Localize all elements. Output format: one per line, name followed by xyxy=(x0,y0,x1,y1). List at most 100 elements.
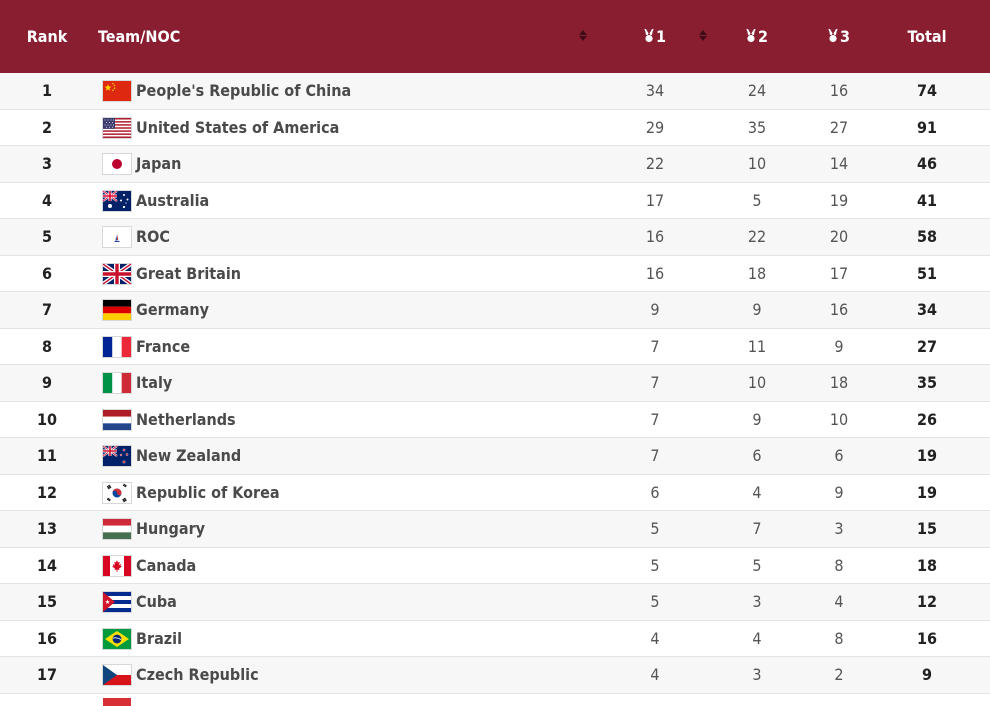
table-row[interactable]: 10 Netherlands 7 9 10 26 xyxy=(0,401,990,438)
netherlands-flag-icon xyxy=(103,410,131,430)
header-rank[interactable]: Rank xyxy=(26,27,68,46)
bronze-medal-icon xyxy=(828,29,838,43)
team-name[interactable]: Hungary xyxy=(136,519,206,538)
silver-count: 9 xyxy=(752,300,762,319)
total-count: 46 xyxy=(916,154,938,173)
italy-flag-icon xyxy=(103,373,131,393)
table-row[interactable]: 16 Brazil 4 4 8 16 xyxy=(0,620,990,657)
table-row[interactable]: 1 People's Republic of China 34 24 16 74 xyxy=(0,73,990,110)
team-name[interactable]: Japan xyxy=(136,154,182,173)
gold-count: 5 xyxy=(650,592,660,611)
table-row[interactable]: 4 Australia 17 5 19 41 xyxy=(0,182,990,219)
silver-count: 6 xyxy=(752,446,762,465)
silver-count: 18 xyxy=(747,263,767,283)
gold-count: 4 xyxy=(650,628,660,648)
cuba-flag-icon xyxy=(103,592,131,612)
gold-count: 22 xyxy=(645,154,665,173)
table-row[interactable]: 7 Germany 9 9 16 34 xyxy=(0,292,990,329)
table-row[interactable]: 6 Great Britain 16 18 17 51 xyxy=(0,255,990,292)
rank-cell: 10 xyxy=(36,409,58,429)
team-name[interactable]: Australia xyxy=(136,190,210,210)
header-gold[interactable]: 1 xyxy=(610,0,700,73)
team-name[interactable]: ROC xyxy=(136,227,170,246)
total-count: 9 xyxy=(921,665,932,684)
silver-medal-icon xyxy=(746,29,756,43)
bronze-count: 14 xyxy=(829,154,849,173)
team-name[interactable]: Canada xyxy=(136,555,197,575)
silver-count: 22 xyxy=(747,227,767,246)
header-total[interactable]: Total xyxy=(907,27,947,46)
rank-cell: 1 xyxy=(41,81,52,100)
team-name[interactable]: Czech Republic xyxy=(136,665,259,684)
rank-cell: 14 xyxy=(36,555,58,575)
germany-flag-icon xyxy=(103,300,131,320)
table-row[interactable]: 5 ROC 16 22 20 58 xyxy=(0,219,990,256)
table-row[interactable]: 11 New Zealand 7 6 6 19 xyxy=(0,438,990,475)
sort-icon[interactable] xyxy=(578,29,588,43)
team-name[interactable]: Germany xyxy=(136,300,210,319)
bronze-count: 2 xyxy=(834,665,844,684)
table-row[interactable]: 3 Japan 22 10 14 46 xyxy=(0,146,990,183)
total-count: 16 xyxy=(916,628,938,648)
sort-icon[interactable] xyxy=(698,29,708,43)
table-row[interactable]: 8 France 7 11 9 27 xyxy=(0,328,990,365)
great-britain-flag-icon xyxy=(103,264,131,284)
team-name[interactable]: Republic of Korea xyxy=(136,482,280,502)
team-name[interactable]: United States of America xyxy=(136,117,340,137)
bronze-count: 19 xyxy=(829,190,849,210)
team-name[interactable]: New Zealand xyxy=(136,446,242,465)
silver-count: 3 xyxy=(752,592,762,611)
table-row[interactable]: 12 Republic of Korea 6 4 9 19 xyxy=(0,474,990,511)
gold-count: 34 xyxy=(645,81,665,100)
gold-count: 29 xyxy=(645,117,665,137)
table-row[interactable]: 9 Italy 7 10 18 35 xyxy=(0,365,990,402)
rank-cell: 12 xyxy=(36,482,58,502)
japan-flag-icon xyxy=(103,154,131,174)
roc-flag-icon xyxy=(103,227,131,247)
table-row[interactable]: 2 United States of America 29 35 27 91 xyxy=(0,109,990,146)
team-name[interactable]: Brazil xyxy=(136,628,183,648)
gold-count: 6 xyxy=(650,482,660,502)
usa-flag-icon xyxy=(103,118,131,138)
bronze-count: 9 xyxy=(834,336,844,356)
table-row[interactable]: 15 Cuba 5 3 4 12 xyxy=(0,584,990,621)
team-name[interactable]: People's Republic of China xyxy=(136,81,352,100)
czech-republic-flag-icon xyxy=(103,665,131,685)
bronze-count: 6 xyxy=(834,446,844,465)
total-count: 26 xyxy=(916,409,938,429)
silver-count: 9 xyxy=(752,409,762,429)
gold-count: 7 xyxy=(650,409,660,429)
team-name[interactable]: Great Britain xyxy=(136,263,242,283)
silver-count: 24 xyxy=(747,81,767,100)
table-row[interactable]: 13 Hungary 5 7 3 15 xyxy=(0,511,990,548)
rank-cell: 9 xyxy=(41,373,52,392)
total-count: 58 xyxy=(916,227,938,246)
team-name[interactable]: France xyxy=(136,336,191,356)
team-name[interactable]: Italy xyxy=(136,373,173,392)
brazil-flag-icon xyxy=(103,629,131,649)
silver-count: 10 xyxy=(747,154,767,173)
rank-cell: 4 xyxy=(41,190,52,210)
table-row[interactable]: 17 Czech Republic 4 3 2 9 xyxy=(0,657,990,694)
bronze-count: 16 xyxy=(829,300,849,319)
header-team[interactable]: Team/NOC xyxy=(98,27,181,46)
total-count: 12 xyxy=(916,592,938,611)
bronze-count: 18 xyxy=(829,373,849,392)
silver-count: 10 xyxy=(747,373,767,392)
team-name[interactable]: Cuba xyxy=(136,592,177,611)
team-name[interactable]: Netherlands xyxy=(136,409,236,429)
header-silver[interactable]: 2 xyxy=(712,0,802,73)
gold-count: 7 xyxy=(650,373,660,392)
header-bronze[interactable]: 3 xyxy=(794,0,884,73)
total-count: 27 xyxy=(916,336,938,356)
table-row[interactable]: 14 Canada 5 5 8 18 xyxy=(0,547,990,584)
total-count: 41 xyxy=(916,190,938,210)
bronze-count: 4 xyxy=(834,592,844,611)
bronze-count: 3 xyxy=(834,519,844,538)
table-row[interactable] xyxy=(0,693,990,706)
rank-cell: 11 xyxy=(36,446,58,465)
australia-flag-icon xyxy=(103,191,131,211)
bronze-count: 17 xyxy=(829,263,849,283)
silver-count: 4 xyxy=(752,482,762,502)
